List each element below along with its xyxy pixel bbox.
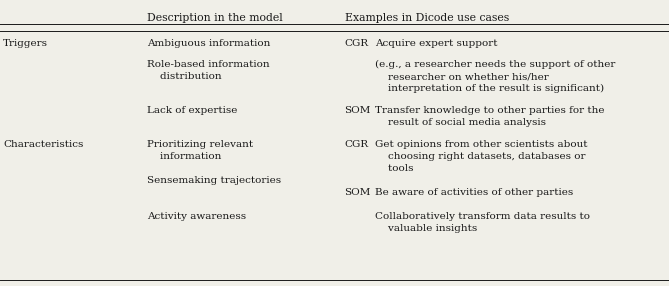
Text: Be aware of activities of other parties: Be aware of activities of other parties xyxy=(375,188,573,197)
Text: SOM: SOM xyxy=(345,188,371,197)
Text: Triggers: Triggers xyxy=(3,39,48,48)
Text: SOM: SOM xyxy=(345,106,371,115)
Text: (e.g., a researcher needs the support of other: (e.g., a researcher needs the support of… xyxy=(375,60,615,69)
Text: Lack of expertise: Lack of expertise xyxy=(147,106,237,115)
Text: CGR: CGR xyxy=(345,39,369,48)
Text: Activity awareness: Activity awareness xyxy=(147,212,246,221)
Text: CGR: CGR xyxy=(345,140,369,149)
Text: result of social media analysis: result of social media analysis xyxy=(375,118,546,127)
Text: interpretation of the result is significant): interpretation of the result is signific… xyxy=(375,84,603,93)
Text: researcher on whether his/her: researcher on whether his/her xyxy=(375,72,549,81)
Text: Collaboratively transform data results to: Collaboratively transform data results t… xyxy=(375,212,589,221)
Text: Ambiguous information: Ambiguous information xyxy=(147,39,270,48)
Text: Transfer knowledge to other parties for the: Transfer knowledge to other parties for … xyxy=(375,106,604,115)
Text: Get opinions from other scientists about: Get opinions from other scientists about xyxy=(375,140,587,149)
Text: choosing right datasets, databases or: choosing right datasets, databases or xyxy=(375,152,585,161)
Text: Sensemaking trajectories: Sensemaking trajectories xyxy=(147,176,281,185)
Text: Role-based information: Role-based information xyxy=(147,60,270,69)
Text: Characteristics: Characteristics xyxy=(3,140,84,149)
Text: Examples in Dicode use cases: Examples in Dicode use cases xyxy=(345,13,509,23)
Text: Description in the model: Description in the model xyxy=(147,13,283,23)
Text: tools: tools xyxy=(375,164,413,173)
Text: valuable insights: valuable insights xyxy=(375,224,477,233)
Text: Acquire expert support: Acquire expert support xyxy=(375,39,497,48)
Text: distribution: distribution xyxy=(147,72,222,81)
Text: information: information xyxy=(147,152,221,161)
Text: Prioritizing relevant: Prioritizing relevant xyxy=(147,140,254,149)
